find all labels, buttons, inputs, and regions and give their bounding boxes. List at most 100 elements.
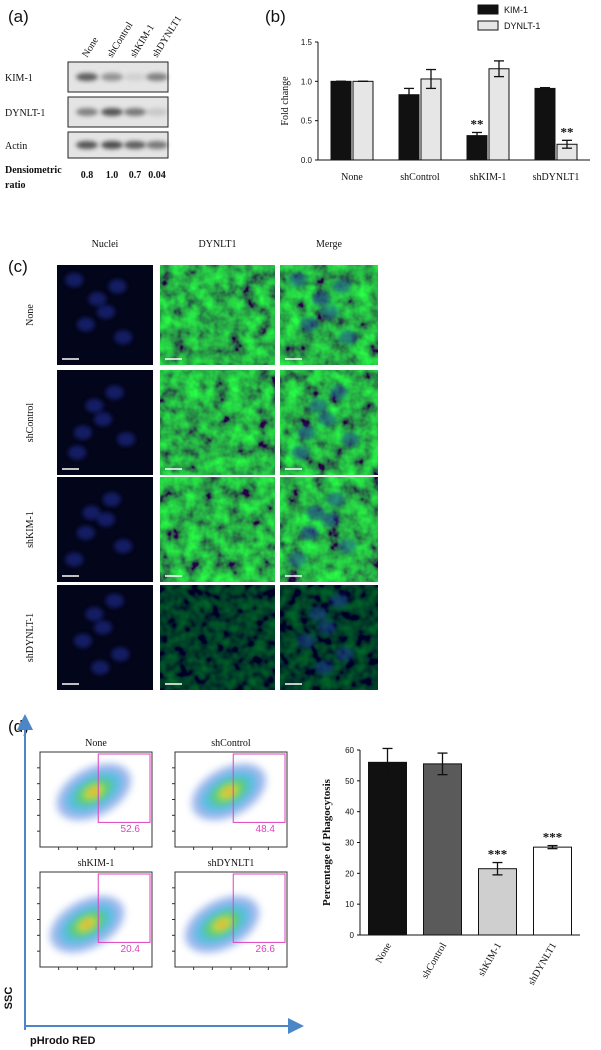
y-tick-label: 1.5	[301, 38, 313, 47]
y-tick-label: 30	[345, 839, 354, 848]
bar	[488, 68, 510, 161]
significance: **	[561, 124, 574, 139]
nucleus	[85, 607, 104, 622]
y-tick-label: 10	[345, 900, 354, 909]
nucleus	[76, 317, 95, 332]
x-tick-label: None	[374, 941, 395, 966]
nucleus	[108, 279, 127, 294]
nucleus	[315, 660, 334, 675]
ratio: 0.04	[148, 170, 166, 181]
bar	[352, 80, 374, 161]
image	[280, 477, 378, 582]
gate	[97, 753, 151, 823]
nucleus	[297, 633, 316, 648]
row-label: shKIM-1	[25, 511, 36, 548]
band	[124, 141, 146, 149]
nucleus	[338, 539, 357, 554]
nucleus	[309, 398, 328, 413]
significance: ***	[543, 830, 563, 845]
y-axis-label: Fold change	[280, 76, 291, 126]
nucleus	[309, 607, 328, 622]
nucleus	[73, 425, 92, 440]
image	[160, 265, 275, 365]
legend-label: DYNLT-1	[504, 21, 540, 31]
nucleus	[335, 647, 354, 662]
image	[280, 585, 378, 690]
lane-label: shDYNLT1	[150, 14, 184, 60]
nucleus	[96, 304, 115, 319]
x-tick-label: shControl	[420, 941, 449, 981]
bar	[398, 94, 420, 161]
nucleus	[306, 505, 325, 520]
panel-label: (b)	[265, 7, 286, 26]
nucleus	[320, 512, 339, 527]
nucleus	[88, 292, 107, 307]
nucleus	[102, 492, 121, 507]
nucleus	[117, 432, 136, 447]
x-tick-label: None	[341, 172, 363, 183]
nucleus	[68, 445, 87, 460]
ratio-label: ratio	[5, 180, 26, 191]
row-label: KIM-1	[5, 73, 33, 84]
y-tick-label: 40	[345, 808, 354, 817]
band	[146, 141, 168, 149]
nucleus	[332, 279, 351, 294]
nucleus	[65, 273, 84, 287]
y-tick-label: 20	[345, 869, 354, 878]
nucleus	[94, 412, 113, 427]
image	[160, 477, 275, 582]
nucleus	[288, 273, 307, 287]
density	[224, 788, 234, 796]
legend-swatch	[477, 20, 499, 31]
band	[146, 73, 168, 81]
nucleus	[76, 525, 95, 540]
nucleus	[105, 385, 124, 400]
row-label: shControl	[25, 403, 36, 443]
nucleus	[329, 593, 348, 608]
row-label: None	[25, 304, 36, 326]
y-tick-label: 50	[345, 777, 354, 786]
band	[76, 141, 98, 149]
density	[217, 920, 227, 928]
gate-value: 26.6	[256, 944, 276, 955]
plot-title: shDYNLT1	[208, 858, 255, 869]
nucleus	[312, 292, 331, 307]
row-label: shDYNLT-1	[25, 613, 36, 662]
nucleus	[96, 512, 115, 527]
significance: ***	[488, 847, 508, 862]
nucleus	[114, 539, 133, 554]
gate-value: 20.4	[121, 944, 141, 955]
legend-label: KIM-1	[504, 5, 528, 15]
nucleus	[338, 330, 357, 345]
nucleus	[300, 525, 319, 540]
image	[57, 585, 153, 690]
row-label: DYNLT-1	[5, 108, 45, 119]
gate	[97, 873, 151, 943]
nucleus	[82, 505, 101, 520]
gate-value: 48.4	[256, 824, 276, 835]
column-header: Nuclei	[92, 239, 119, 250]
density	[89, 788, 99, 796]
x-axis-label: pHrodo RED	[30, 1035, 95, 1047]
bar	[533, 846, 572, 936]
significance: **	[471, 116, 484, 131]
gate	[232, 753, 286, 823]
ratio: 0.7	[129, 170, 142, 181]
column-header: DYNLT1	[199, 239, 237, 250]
bar	[423, 763, 462, 936]
ratio-label: Densiometric	[5, 165, 62, 176]
band	[101, 141, 123, 149]
lane-label: None	[80, 35, 101, 60]
band	[101, 73, 123, 81]
y-tick-label: 1.0	[301, 77, 313, 86]
plot-title: None	[85, 738, 107, 749]
nucleus	[288, 552, 307, 567]
legend-swatch	[477, 4, 499, 15]
nucleus	[318, 620, 337, 635]
x-tick-label: shKIM-1	[470, 172, 507, 183]
nucleus	[94, 620, 113, 635]
plot-title: shKIM-1	[78, 858, 115, 869]
x-tick-label: shControl	[400, 172, 440, 183]
nucleus	[105, 593, 124, 608]
